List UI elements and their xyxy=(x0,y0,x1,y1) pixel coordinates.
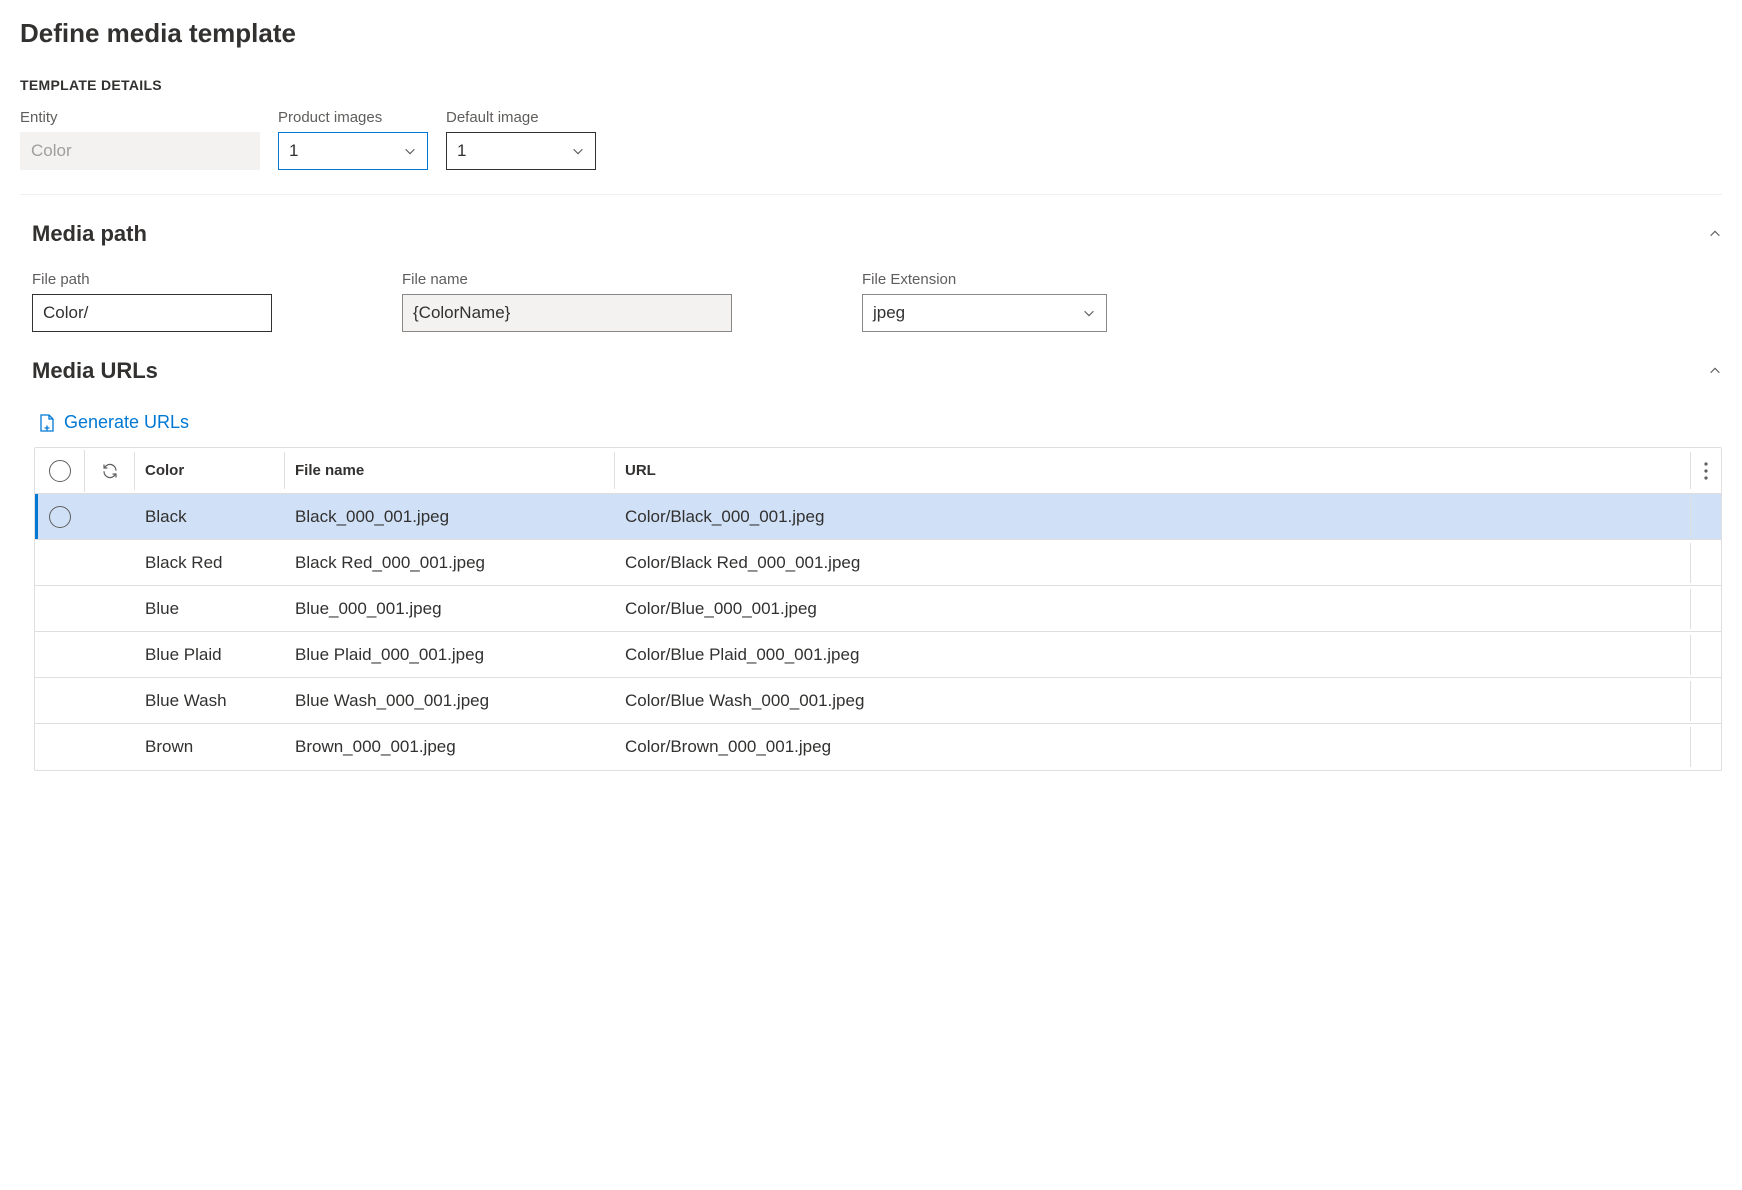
generate-urls-button[interactable]: Generate URLs xyxy=(38,412,189,433)
row-select-cell[interactable] xyxy=(35,553,85,573)
file-extension-select[interactable]: jpeg xyxy=(862,294,1107,332)
row-status-cell xyxy=(85,553,135,573)
entity-label: Entity xyxy=(20,109,260,126)
product-images-label: Product images xyxy=(278,109,428,126)
row-select-cell[interactable] xyxy=(35,645,85,665)
row-file-name: Blue_000_001.jpeg xyxy=(285,589,615,629)
default-image-label: Default image xyxy=(446,109,596,126)
row-status-cell xyxy=(85,737,135,757)
chevron-down-icon xyxy=(571,144,585,158)
template-details: Entity Color Product images 1 Default im… xyxy=(20,109,1722,195)
media-path-section: Media path File path Color/ File name {C… xyxy=(20,221,1722,332)
media-urls-section: Media URLs Generate URLs Color File name xyxy=(20,358,1722,771)
refresh-icon xyxy=(101,462,119,480)
generate-urls-label: Generate URLs xyxy=(64,412,189,433)
media-urls-grid: Color File name URL BlackBlack_000_001.j… xyxy=(34,447,1722,771)
row-url: Color/Black Red_000_001.jpeg xyxy=(615,543,1691,583)
grid-body: BlackBlack_000_001.jpegColor/Black_000_0… xyxy=(35,494,1721,770)
grid-header-row: Color File name URL xyxy=(35,448,1721,494)
more-vertical-icon xyxy=(1704,462,1708,480)
table-row[interactable]: BrownBrown_000_001.jpegColor/Brown_000_0… xyxy=(35,724,1721,770)
chevron-up-icon xyxy=(1708,364,1722,378)
row-url: Color/Blue Plaid_000_001.jpeg xyxy=(615,635,1691,675)
table-row[interactable]: Black RedBlack Red_000_001.jpegColor/Bla… xyxy=(35,540,1721,586)
row-file-name: Blue Wash_000_001.jpeg xyxy=(285,681,615,721)
row-status-cell xyxy=(85,691,135,711)
row-url: Color/Black_000_001.jpeg xyxy=(615,497,1691,537)
row-color: Brown xyxy=(135,727,285,767)
page-title: Define media template xyxy=(20,18,1722,49)
row-select-cell[interactable] xyxy=(35,599,85,619)
media-path-header[interactable]: Media path xyxy=(32,221,1722,247)
row-file-name: Black Red_000_001.jpeg xyxy=(285,543,615,583)
row-color: Black xyxy=(135,497,285,537)
row-spacer xyxy=(1691,737,1721,757)
row-spacer xyxy=(1691,691,1721,711)
media-path-title: Media path xyxy=(32,221,147,247)
row-file-name: Blue Plaid_000_001.jpeg xyxy=(285,635,615,675)
row-select-cell[interactable] xyxy=(35,691,85,711)
row-select-circle[interactable] xyxy=(49,506,71,528)
row-status-cell xyxy=(85,599,135,619)
table-row[interactable]: BlueBlue_000_001.jpegColor/Blue_000_001.… xyxy=(35,586,1721,632)
chevron-down-icon xyxy=(1082,306,1096,320)
row-color: Blue Plaid xyxy=(135,635,285,675)
grid-more-menu[interactable] xyxy=(1691,452,1721,490)
table-row[interactable]: Blue WashBlue Wash_000_001.jpegColor/Blu… xyxy=(35,678,1721,724)
default-image-value: 1 xyxy=(457,141,466,161)
chevron-up-icon xyxy=(1708,227,1722,241)
refresh-cell[interactable] xyxy=(85,452,135,490)
row-file-name: Brown_000_001.jpeg xyxy=(285,727,615,767)
row-status-cell xyxy=(85,507,135,527)
product-images-value: 1 xyxy=(289,141,298,161)
row-color: Blue Wash xyxy=(135,681,285,721)
row-spacer xyxy=(1691,599,1721,619)
file-path-input[interactable]: Color/ xyxy=(32,294,272,332)
row-url: Color/Blue_000_001.jpeg xyxy=(615,589,1691,629)
row-spacer xyxy=(1691,553,1721,573)
file-name-input: {ColorName} xyxy=(402,294,732,332)
row-url: Color/Brown_000_001.jpeg xyxy=(615,727,1691,767)
select-all-cell[interactable] xyxy=(35,450,85,492)
chevron-down-icon xyxy=(403,144,417,158)
row-spacer xyxy=(1691,507,1721,527)
row-spacer xyxy=(1691,645,1721,665)
template-details-label: TEMPLATE DETAILS xyxy=(20,77,1722,93)
table-row[interactable]: Blue PlaidBlue Plaid_000_001.jpegColor/B… xyxy=(35,632,1721,678)
default-image-select[interactable]: 1 xyxy=(446,132,596,170)
document-add-icon xyxy=(38,413,56,433)
row-url: Color/Blue Wash_000_001.jpeg xyxy=(615,681,1691,721)
row-select-cell[interactable] xyxy=(35,737,85,757)
entity-field: Color xyxy=(20,132,260,170)
file-extension-label: File Extension xyxy=(862,271,1107,288)
file-name-label: File name xyxy=(402,271,732,288)
product-images-select[interactable]: 1 xyxy=(278,132,428,170)
row-color: Black Red xyxy=(135,543,285,583)
column-url[interactable]: URL xyxy=(615,452,1691,489)
file-extension-value: jpeg xyxy=(873,303,905,323)
column-file-name[interactable]: File name xyxy=(285,452,615,489)
row-select-cell[interactable] xyxy=(35,496,85,538)
media-urls-header[interactable]: Media URLs xyxy=(32,358,1722,384)
row-status-cell xyxy=(85,645,135,665)
media-urls-title: Media URLs xyxy=(32,358,158,384)
table-row[interactable]: BlackBlack_000_001.jpegColor/Black_000_0… xyxy=(35,494,1721,540)
file-path-label: File path xyxy=(32,271,272,288)
column-color[interactable]: Color xyxy=(135,452,285,489)
select-all-circle[interactable] xyxy=(49,460,71,482)
row-file-name: Black_000_001.jpeg xyxy=(285,497,615,537)
row-color: Blue xyxy=(135,589,285,629)
